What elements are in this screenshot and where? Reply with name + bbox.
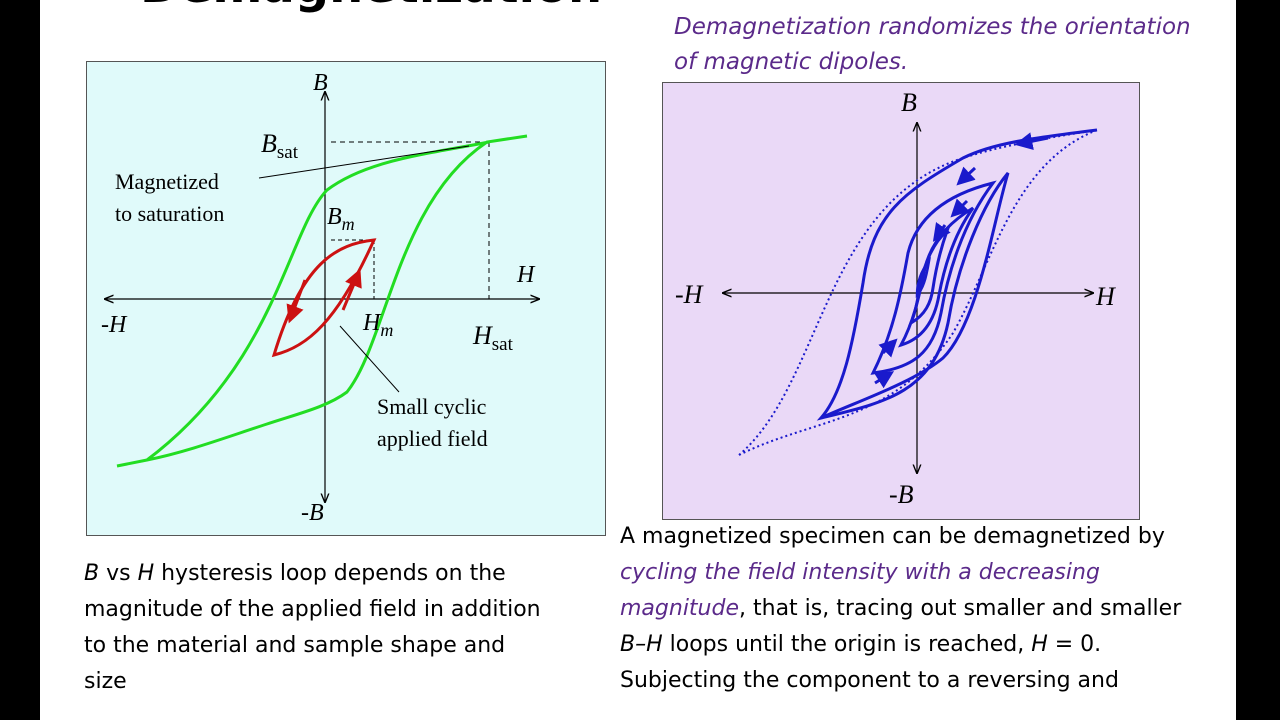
b-axis-label: B <box>901 88 917 117</box>
h-axis-label: H <box>1095 282 1116 311</box>
saturation-annotation-line1: Magnetized <box>115 169 219 194</box>
left-text-h: H <box>137 561 155 586</box>
arrow-center <box>932 222 951 242</box>
minor-loop <box>271 238 377 358</box>
h-axis-neg-label: -H <box>675 280 704 309</box>
arrow-lower-1 <box>878 338 898 358</box>
right-text-part2: , that is, tracing out smaller and small… <box>739 596 1182 621</box>
loop-2 <box>870 180 997 375</box>
right-demagnetization-diagram: B -B H -H <box>662 82 1140 520</box>
right-diagram-svg: B -B H -H <box>675 88 1116 509</box>
left-hysteresis-diagram: B -B H -H Bsat Bm Hm Hsat Magnetized to … <box>86 61 606 536</box>
arrow-lower-2 <box>874 371 895 389</box>
hm-label: Hm <box>362 310 393 340</box>
right-text-emphasis: cycling the field intensity with a decre… <box>620 560 1100 621</box>
loop-5 <box>915 256 932 299</box>
h-axis-neg-label: -H <box>101 312 128 338</box>
saturation-annotation-line2: to saturation <box>115 201 224 226</box>
saturation-leader <box>258 145 470 179</box>
minor-loop-arrow-up <box>341 268 362 311</box>
major-hysteresis-loop <box>116 134 528 468</box>
arrow-mid <box>950 198 970 218</box>
right-text-part4: = 0. <box>1047 632 1102 657</box>
right-text-part3: loops until the origin is reached, <box>662 632 1032 657</box>
right-text-part5: Subjecting the component to a reversing … <box>620 668 1119 693</box>
arrow-top <box>1014 132 1049 151</box>
slide-caption: Demagnetization randomizes the orientati… <box>674 14 1191 75</box>
right-text-h: H <box>1031 632 1048 657</box>
left-text-vs: vs <box>99 561 138 586</box>
slide: Demagnetization Demagnetization randomiz… <box>40 0 1236 720</box>
bsat-label: Bsat <box>261 129 299 163</box>
bm-label: Bm <box>327 204 355 234</box>
slide-title: Demagnetization <box>140 0 602 16</box>
minor-loop-arrow-down <box>286 279 307 324</box>
right-text-part1: A magnetized specimen can be demagnetize… <box>620 524 1165 549</box>
left-description: B vs H hysteresis loop depends on the ma… <box>84 556 554 700</box>
hsat-label: Hsat <box>472 321 514 355</box>
b-axis-neg-label: -B <box>889 480 914 509</box>
outer-saturation-loop <box>738 129 1098 456</box>
arrow-upper-left <box>956 166 977 186</box>
left-text-rest: hysteresis loop depends on the magnitude… <box>84 561 541 694</box>
small-field-leader <box>339 325 400 393</box>
loop-1 <box>816 128 1098 421</box>
left-diagram-svg: B -B H -H Bsat Bm Hm Hsat Magnetized to … <box>101 70 607 526</box>
right-text-bh: B–H <box>620 632 663 657</box>
small-field-annotation-line2: applied field <box>377 426 488 451</box>
h-axis-label: H <box>516 262 536 288</box>
left-text-b: B <box>84 561 100 586</box>
small-field-annotation-line1: Small cyclic <box>377 394 487 419</box>
b-axis-label: B <box>313 70 328 96</box>
right-description: A magnetized specimen can be demagnetize… <box>620 519 1200 699</box>
b-axis-neg-label: -B <box>301 500 324 526</box>
